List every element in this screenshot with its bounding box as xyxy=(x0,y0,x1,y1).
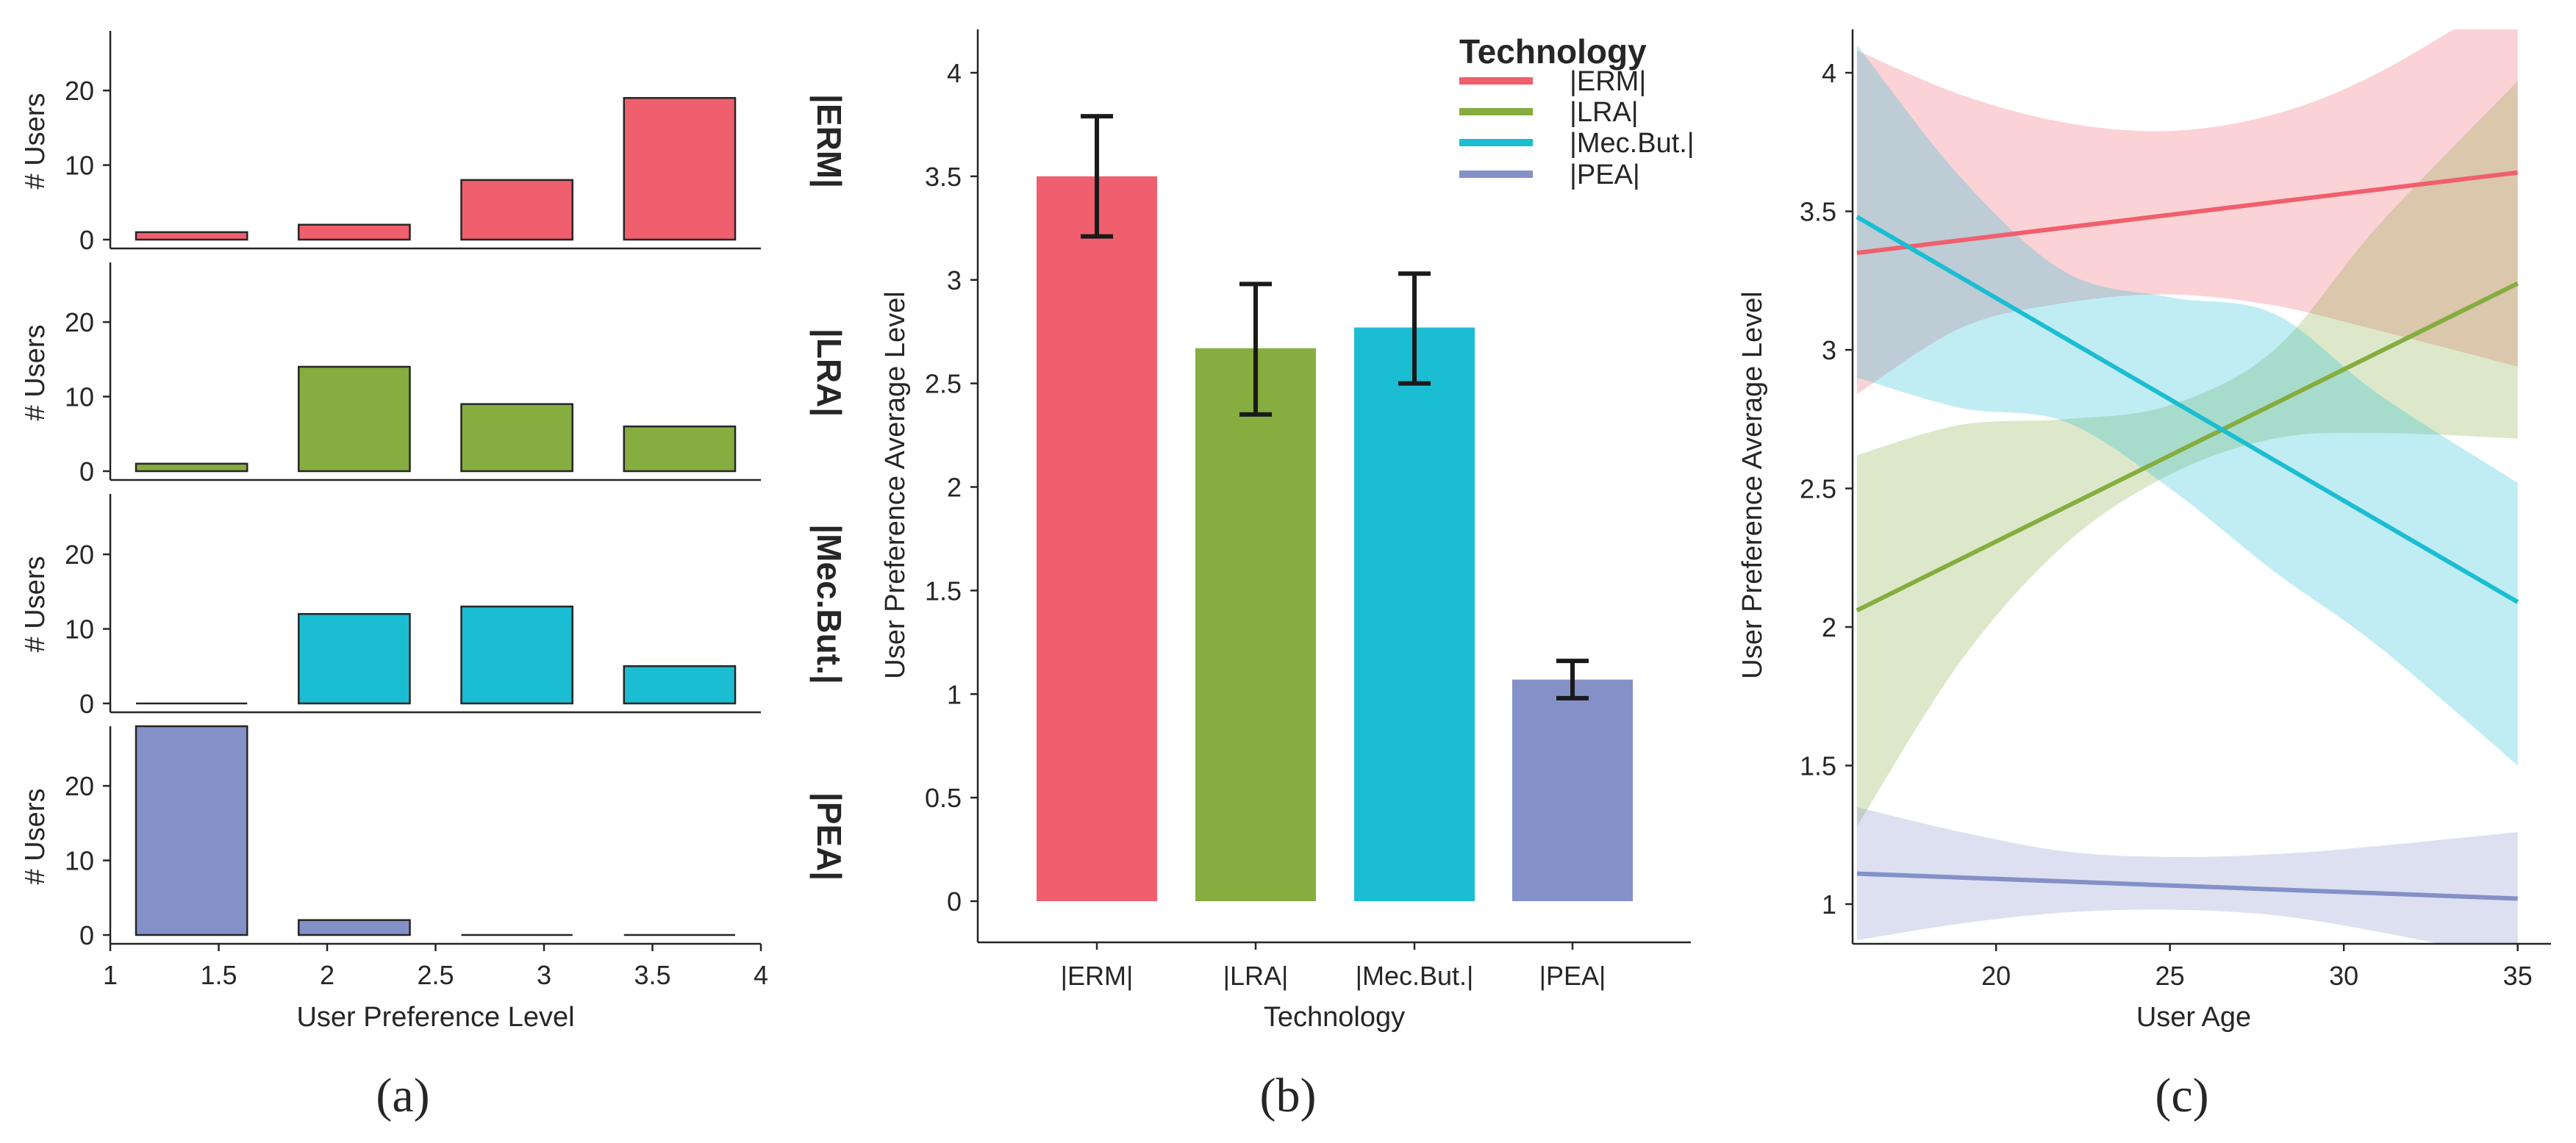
histogram-bar xyxy=(135,231,248,241)
x-tick-label: 30 xyxy=(2329,961,2358,991)
confidence-bands xyxy=(1856,29,2518,944)
y-tick-label: 10 xyxy=(65,846,94,876)
legend-title: Technology xyxy=(1459,32,1647,71)
x-tick-label: |PEA| xyxy=(1539,961,1606,991)
y-tick-label: 20 xyxy=(65,771,94,801)
y-tick-label: 2 xyxy=(947,473,962,503)
panel-b-bar-chart: 0 0.5 1 1.5 2 2.5 3 3.5 4 User Preference Average… xyxy=(880,29,1695,1033)
y-tick-label: 0 xyxy=(79,225,94,255)
y-axis-label: User Preference Average Level xyxy=(880,291,911,678)
x-tick-label: 3.5 xyxy=(634,960,670,990)
x-tick-label: 2.5 xyxy=(417,960,454,990)
x-tick-label: |Mec.But.| xyxy=(1356,961,1474,991)
y-tick-label: 1 xyxy=(947,679,962,709)
x-tick-label: |LRA| xyxy=(1223,961,1289,991)
confidence-band-3 xyxy=(1856,807,2518,944)
y-tick-label: 0 xyxy=(947,886,962,917)
regression-line-0 xyxy=(1856,170,2519,256)
y-axis-label: # Users xyxy=(20,93,51,190)
panel-label-a: (a) xyxy=(376,1069,429,1122)
legend-entry-label: |Mec.But.| xyxy=(1570,128,1695,159)
y-axis-label: User Preference Average Level xyxy=(1737,291,1768,678)
panel-c-regression-chart: 1 1.5 2 2.5 3 3.5 4 20 25 30 35 User Preference Ave… xyxy=(1737,29,2551,1033)
x-tick-label: 1.5 xyxy=(200,960,237,990)
x-tick-label: |ERM| xyxy=(1061,961,1134,991)
legend: Technology|ERM||LRA||Mec.But.||PEA| xyxy=(1459,32,1695,190)
histogram-bar xyxy=(460,179,573,241)
y-axis-label: # Users xyxy=(20,789,51,885)
y-tick-label: 1 xyxy=(1822,889,1836,920)
histogram-bar xyxy=(298,223,411,241)
x-tick-label: 25 xyxy=(2155,961,2185,991)
facet-strip-label: |PEA| xyxy=(810,792,848,881)
y-tick-label: 20 xyxy=(65,540,94,570)
x-tick-label: 1 xyxy=(103,960,118,990)
facet-strip-label: |ERM| xyxy=(810,94,848,188)
facet-2: 0 10 20 # Users |Mec.But.| xyxy=(20,494,848,719)
histogram-bar xyxy=(298,365,411,473)
histogram-bar xyxy=(623,97,737,241)
y-tick-label: 1.5 xyxy=(925,576,962,606)
y-axis-label: # Users xyxy=(20,556,51,653)
regression-lines xyxy=(1856,170,2519,901)
histogram-bar xyxy=(623,665,737,705)
y-tick-label: 4 xyxy=(1822,58,1836,88)
histogram-bar xyxy=(298,919,411,936)
regression-line-1 xyxy=(1856,281,2519,613)
histogram-bar xyxy=(460,403,573,473)
y-tick-label: 0 xyxy=(79,920,94,950)
confidence-band-2 xyxy=(1856,45,2518,766)
histogram-bar xyxy=(460,605,573,705)
legend-entry-label: |PEA| xyxy=(1570,160,1640,190)
y-tick-label: 3.5 xyxy=(1800,197,1836,227)
histogram-bar xyxy=(135,725,248,936)
y-tick-label: 20 xyxy=(65,307,94,337)
y-tick-label: 0.5 xyxy=(925,783,962,813)
x-axis-label: User Preference Level xyxy=(296,1002,574,1033)
x-axis-label: Technology xyxy=(1264,1002,1405,1033)
y-tick-label: 10 xyxy=(65,151,94,181)
y-tick-label: 2.5 xyxy=(925,369,962,399)
x-tick-label: 35 xyxy=(2503,961,2533,991)
y-tick-label: 3 xyxy=(947,265,962,295)
y-tick-label: 4 xyxy=(947,58,962,88)
bar-3 xyxy=(1512,679,1633,901)
bar-2 xyxy=(1354,327,1475,901)
panel-label-c: (c) xyxy=(2155,1069,2208,1122)
y-tick-label: 2 xyxy=(1822,612,1836,642)
legend-entry-label: |ERM| xyxy=(1570,66,1646,97)
bar-1 xyxy=(1195,348,1316,901)
y-axis-label: # Users xyxy=(20,325,51,421)
facet-3: 0 10 20 # Users |PEA| xyxy=(20,725,848,950)
y-tick-label: 20 xyxy=(65,76,94,106)
y-tick-label: 10 xyxy=(65,615,94,645)
x-tick-label: 4 xyxy=(754,960,768,990)
y-tick-label: 3 xyxy=(1822,335,1836,365)
facet-strip-label: |Mec.But.| xyxy=(810,524,848,684)
facet-1: 0 10 20 # Users |LRA| xyxy=(20,262,848,487)
x-axis-label: User Age xyxy=(2136,1002,2251,1033)
panel-label-b: (b) xyxy=(1260,1069,1317,1122)
legend-entry-label: |LRA| xyxy=(1570,97,1639,128)
histogram-bar xyxy=(623,425,737,473)
x-tick-label: 2 xyxy=(320,960,334,990)
y-tick-label: 0 xyxy=(79,456,94,487)
histogram-bar xyxy=(135,462,248,473)
y-tick-label: 10 xyxy=(65,382,94,412)
y-tick-label: 2.5 xyxy=(1800,474,1836,504)
histogram-bar xyxy=(298,613,411,705)
x-tick-label: 20 xyxy=(1981,961,2011,991)
y-tick-label: 3.5 xyxy=(925,162,962,192)
facet-strip-label: |LRA| xyxy=(810,329,848,417)
facet-0: 0 10 20 # Users |ERM| xyxy=(20,31,848,255)
regression-line-2 xyxy=(1856,215,2519,604)
y-tick-label: 0 xyxy=(79,689,94,719)
confidence-band-1 xyxy=(1856,81,2518,827)
bar-0 xyxy=(1037,176,1157,901)
regression-line-3 xyxy=(1856,871,2518,901)
x-tick-label: 3 xyxy=(537,960,551,990)
y-tick-label: 1.5 xyxy=(1800,751,1836,781)
